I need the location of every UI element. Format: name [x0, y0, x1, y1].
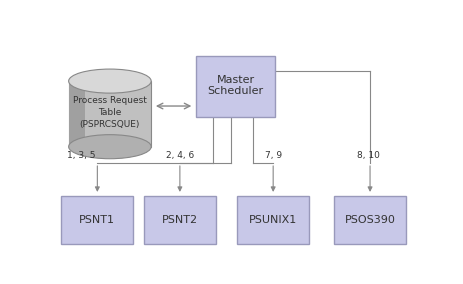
FancyBboxPatch shape	[144, 196, 216, 244]
FancyBboxPatch shape	[196, 56, 275, 117]
Text: PSNT1: PSNT1	[79, 215, 115, 225]
Text: 2, 4, 6: 2, 4, 6	[166, 151, 194, 160]
Text: PSUNIX1: PSUNIX1	[249, 215, 297, 225]
Ellipse shape	[69, 69, 151, 93]
Text: Master
Scheduler: Master Scheduler	[207, 74, 263, 96]
FancyBboxPatch shape	[62, 196, 133, 244]
Ellipse shape	[69, 135, 151, 159]
FancyBboxPatch shape	[238, 196, 309, 244]
Text: 8, 10: 8, 10	[357, 151, 380, 160]
Text: 1, 3, 5: 1, 3, 5	[67, 151, 95, 160]
Text: PSOS390: PSOS390	[344, 215, 395, 225]
FancyBboxPatch shape	[334, 196, 406, 244]
FancyBboxPatch shape	[69, 81, 85, 147]
FancyBboxPatch shape	[69, 81, 151, 147]
Text: Process Request
Table
(PSPRCSQUE): Process Request Table (PSPRCSQUE)	[73, 96, 147, 129]
Text: PSNT2: PSNT2	[162, 215, 198, 225]
Text: 7, 9: 7, 9	[265, 151, 282, 160]
